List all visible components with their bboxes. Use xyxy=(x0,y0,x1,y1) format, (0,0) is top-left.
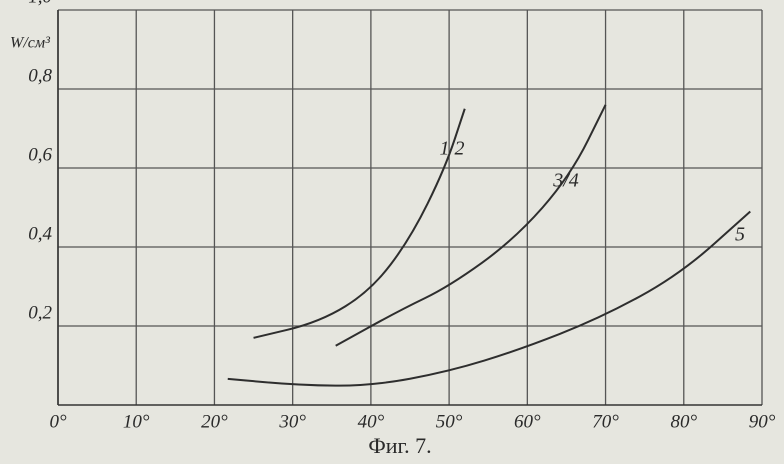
x-tick-label: 10° xyxy=(123,411,150,432)
series-label: 3/4 xyxy=(552,170,579,192)
x-tick-label: 50° xyxy=(436,411,463,432)
y-tick-label: 1,0 xyxy=(28,0,52,7)
y-axis-label: W/см³ xyxy=(10,35,50,52)
y-tick-label: 0,2 xyxy=(28,302,52,323)
series-label: 1 2 xyxy=(440,138,465,160)
y-tick-label: 0,4 xyxy=(28,223,52,244)
x-tick-label: 0° xyxy=(49,411,67,432)
x-tick-label: 70° xyxy=(592,411,619,432)
x-tick-label: 40° xyxy=(358,411,385,432)
x-tick-label: 30° xyxy=(278,411,306,432)
x-tick-label: 60° xyxy=(514,411,541,432)
line xyxy=(253,108,466,339)
caption: Фиг. 7. xyxy=(368,433,431,458)
y-tick-label: 0,6 xyxy=(28,144,52,165)
line xyxy=(227,210,751,387)
line xyxy=(335,104,607,347)
x-tick-label: 20° xyxy=(201,411,228,432)
x-tick-label: 80° xyxy=(670,411,697,432)
y-tick-label: 0,8 xyxy=(28,65,52,86)
series-label: 5 xyxy=(735,224,745,246)
x-tick-label: 90° xyxy=(749,411,776,432)
